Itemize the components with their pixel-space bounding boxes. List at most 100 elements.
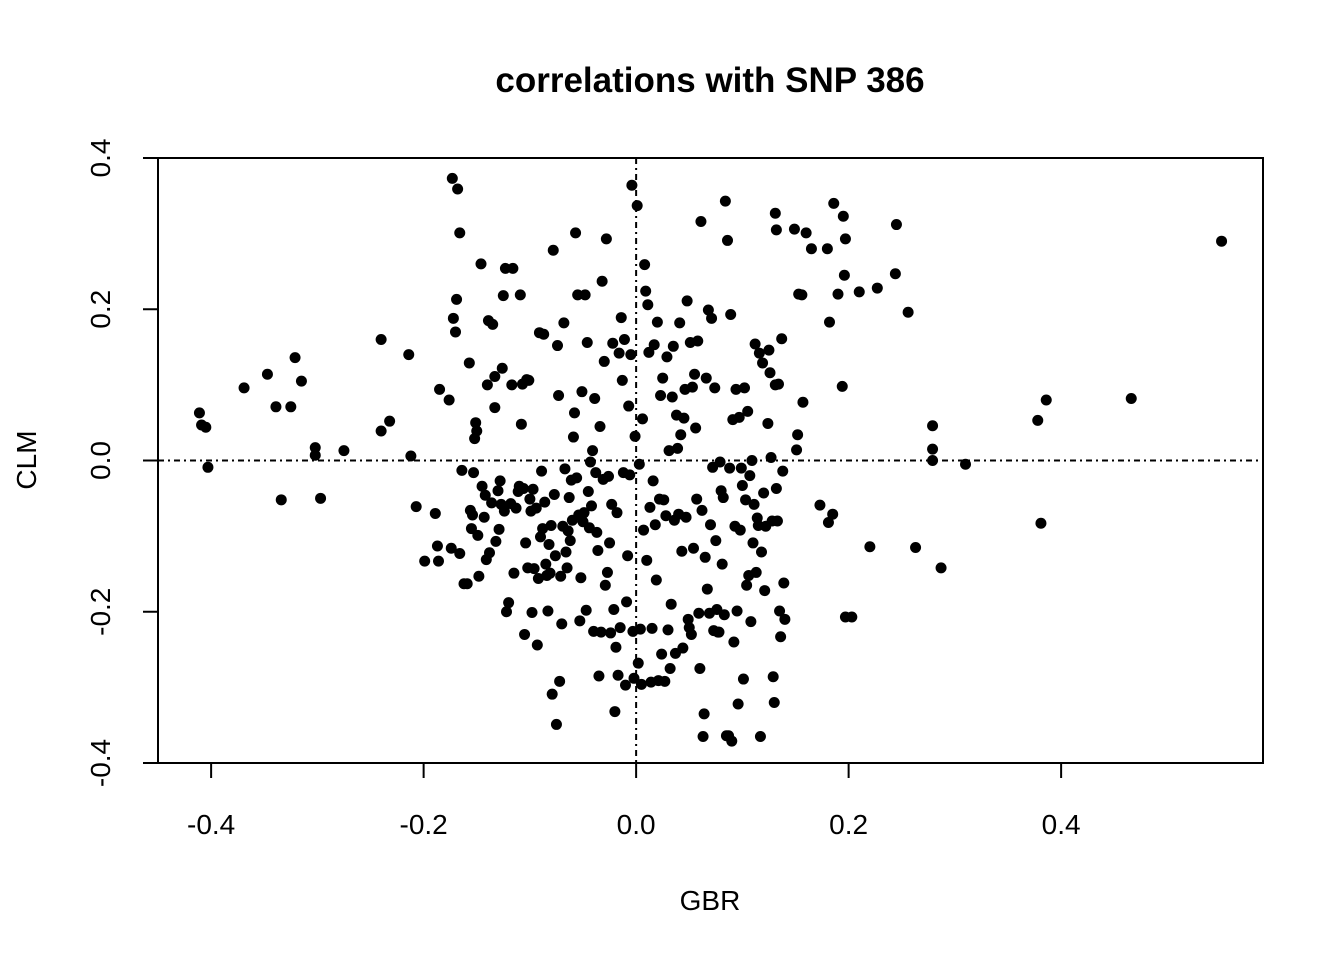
data-point [554,675,566,687]
data-point [454,548,466,560]
data-point [578,507,590,519]
data-point [295,375,307,387]
data-point [468,467,480,479]
data-point [661,351,673,363]
data-point [467,509,478,521]
data-point [429,507,441,519]
y-tick-label: 0.2 [85,290,116,329]
data-point [824,316,835,328]
data-point [642,299,654,311]
data-point [591,526,603,538]
data-point [543,538,555,550]
data-point [431,540,443,552]
data-point [571,472,583,484]
data-point [635,678,647,690]
data-point [626,179,638,191]
data-point [275,494,287,506]
data-point [659,675,671,687]
data-point [493,523,505,535]
data-point [524,493,536,505]
data-point [443,394,455,406]
data-point [791,444,803,456]
data-point [736,479,748,491]
data-point [1032,414,1044,426]
data-point [605,627,617,639]
data-point [405,450,417,462]
data-point [563,492,575,504]
data-point [658,494,670,506]
data-point [463,357,475,369]
data-point [839,233,851,245]
data-point [655,389,667,401]
data-point [634,623,646,635]
data-point [618,334,630,345]
data-point [726,735,738,747]
data-point [902,306,914,318]
data-point [846,611,858,623]
data-point [596,275,608,287]
data-point [497,290,509,302]
data-point [778,577,790,589]
data-point [1040,394,1052,406]
data-point [338,445,350,457]
data-point [628,672,640,684]
data-point [714,456,726,468]
data-point [587,445,599,457]
data-point [434,383,446,395]
data-point [757,357,769,369]
data-point [616,374,628,386]
data-point [580,604,592,616]
data-points [193,172,1228,747]
data-point [601,566,613,578]
data-point [689,368,701,380]
data-point [756,546,767,558]
data-point [927,443,939,455]
data-point [552,340,563,352]
data-point [537,523,549,535]
x-tick-label: 0.4 [1042,809,1081,840]
data-point [927,455,939,466]
data-point [202,461,214,473]
data-point [570,227,582,239]
data-point [730,383,742,395]
y-tick-label: 0.4 [85,139,116,178]
data-point [375,334,387,345]
data-point [456,464,468,476]
data-point [518,482,529,494]
data-point [615,312,627,324]
data-point [542,605,554,617]
data-point [771,515,783,527]
data-point [680,511,692,523]
data-point [647,475,659,487]
data-point [748,498,760,510]
data-point [705,519,716,531]
data-point [487,318,499,330]
data-point [788,223,800,235]
data-point [675,429,687,441]
data-point [674,317,686,329]
data-point [446,172,458,184]
data-point [822,517,834,529]
data-point [749,338,761,350]
data-point [1125,392,1137,404]
data-point [507,262,519,274]
y-axis-label: CLM [11,430,42,489]
data-point [555,570,567,582]
data-point [604,537,616,549]
data-point [410,501,422,513]
data-point [514,289,526,301]
data-point [935,562,947,574]
data-point [538,328,550,340]
data-point [553,389,565,401]
x-axis: -0.4 -0.2 0.0 0.2 0.4 [187,762,1081,840]
data-point [796,289,808,301]
y-tick-label: 0.0 [85,441,116,480]
data-point [836,380,848,392]
data-point [403,349,415,361]
data-point [753,347,765,359]
data-point [672,442,684,454]
data-point [701,583,713,595]
data-point [479,489,491,501]
data-point [640,285,652,297]
data-point [606,498,618,510]
